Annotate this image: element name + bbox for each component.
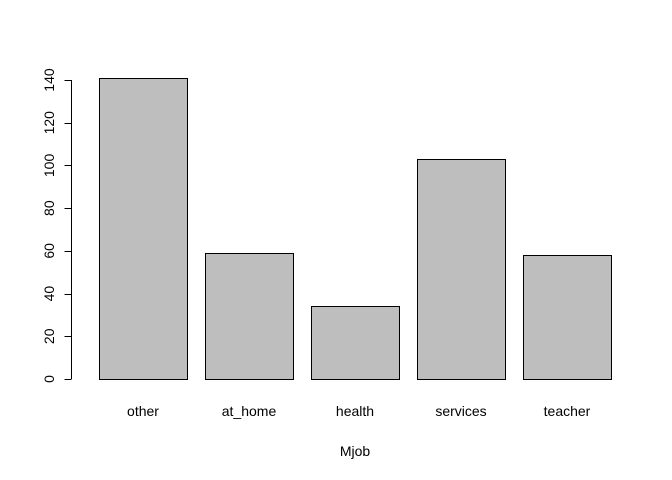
x-tick-label: teacher bbox=[544, 403, 591, 419]
x-tick-label: health bbox=[336, 403, 374, 419]
y-axis: 0 20 40 60 80 100 120 140 bbox=[41, 68, 72, 383]
x-tick-label: at_home bbox=[222, 403, 277, 419]
y-tick-label: 80 bbox=[41, 200, 57, 216]
y-tick-label: 40 bbox=[41, 286, 57, 302]
y-tick-label: 100 bbox=[41, 154, 57, 178]
y-tick-label: 20 bbox=[41, 328, 57, 344]
bar-services bbox=[417, 159, 506, 380]
y-tick-label: 60 bbox=[41, 243, 57, 259]
x-axis-title: Mjob bbox=[340, 443, 371, 459]
x-tick-label: services bbox=[435, 403, 486, 419]
y-tick-label: 120 bbox=[41, 111, 57, 135]
y-tick-label: 140 bbox=[41, 68, 57, 92]
bar-health bbox=[311, 306, 400, 380]
x-category-labels: other at_home health services teacher bbox=[127, 403, 591, 419]
x-tick-label: other bbox=[127, 403, 159, 419]
y-tick-label: 0 bbox=[41, 375, 57, 383]
bars bbox=[99, 78, 612, 380]
bar-other bbox=[99, 78, 188, 380]
bar-at_home bbox=[205, 253, 294, 380]
bar-teacher bbox=[523, 255, 612, 380]
